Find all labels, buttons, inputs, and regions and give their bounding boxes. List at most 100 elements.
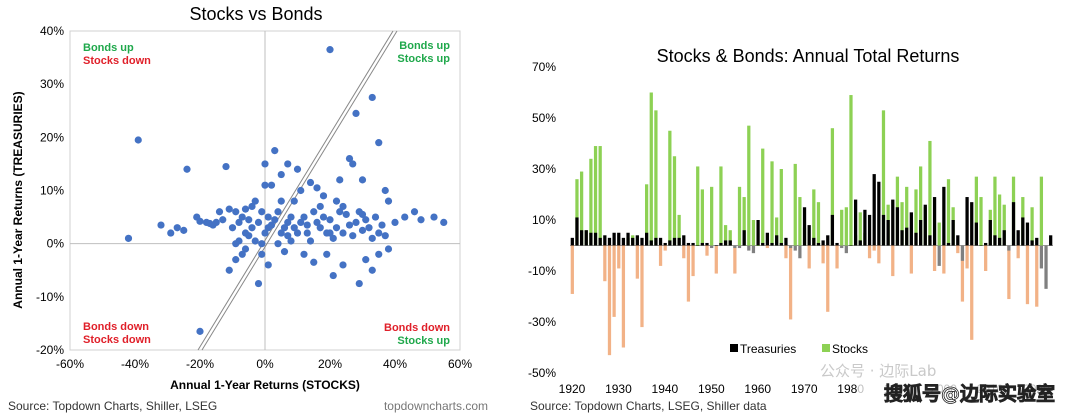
scatter-point: [303, 221, 311, 229]
bar-stocks: [658, 245, 663, 266]
scatter-point: [264, 224, 272, 232]
bar-treasuries: [988, 220, 992, 246]
scatter-point: [241, 245, 250, 253]
scatter-point: [381, 232, 389, 240]
legend-treasuries-swatch: [730, 344, 738, 352]
bar-treasuries: [621, 237, 626, 246]
bar-y-tick: 30%: [532, 162, 556, 176]
bar-treasuries: [723, 240, 728, 246]
bar-stocks: [728, 230, 732, 246]
bar-stocks: [858, 212, 862, 246]
bar-x-tick: 1960: [744, 382, 771, 396]
scatter-point: [306, 237, 315, 245]
bar-stocks: [942, 245, 946, 274]
bar-treasuries: [844, 245, 848, 254]
quadrant-tr-line2: Stocks up: [397, 53, 450, 65]
bar-treasuries: [960, 245, 965, 261]
bar-stocks: [1030, 207, 1034, 246]
bar-stocks: [1025, 245, 1030, 305]
scatter-point: [410, 208, 419, 216]
bar-treasuries: [751, 245, 756, 254]
scatter-point: [134, 136, 142, 144]
bar-treasuries: [765, 232, 770, 246]
bar-y-tick: 50%: [532, 111, 556, 125]
bar-stocks: [900, 202, 904, 246]
bar-stocks: [1002, 204, 1006, 246]
scatter-point: [248, 202, 256, 211]
bar-treasuries: [579, 230, 584, 246]
scatter-point: [280, 224, 289, 232]
bar-stocks: [682, 245, 686, 259]
bar-stocks: [979, 197, 983, 246]
scatter-point: [173, 224, 181, 232]
scatter-title: Stocks vs Bonds: [189, 4, 322, 24]
bar-treasuries: [672, 237, 677, 246]
bar-treasuries: [821, 240, 825, 246]
scatter-point: [303, 229, 311, 237]
scatter-point: [371, 213, 380, 221]
scatter-point: [316, 202, 324, 211]
scatter-point: [332, 224, 341, 232]
scatter-point: [245, 232, 253, 240]
scatter-x-tick: 40%: [383, 357, 407, 371]
scatter-point: [349, 160, 357, 168]
bar-stocks: [575, 179, 579, 246]
bar-stocks: [928, 140, 932, 246]
bar-y-tick: -30%: [528, 315, 556, 329]
bar-treasuries: [603, 235, 607, 246]
bar-stocks: [751, 220, 756, 246]
bar-treasuries: [700, 242, 704, 246]
bar-treasuries: [905, 227, 909, 246]
scatter-point: [300, 213, 308, 221]
scatter-point: [290, 224, 298, 232]
bar-stocks: [621, 245, 626, 348]
scatter-point: [261, 229, 269, 237]
bar-treasuries: [635, 235, 639, 246]
bar-treasuries: [909, 212, 913, 246]
scatter-point: [238, 250, 246, 258]
quadrant-bl-line1: Bonds down: [83, 321, 149, 333]
bar-x-tick: 1970: [791, 382, 818, 396]
scatter-point: [339, 229, 347, 237]
scatter-point: [267, 181, 276, 189]
diagonal-line-0: [197, 30, 394, 351]
bar-treasuries: [775, 235, 779, 246]
bar-treasuries: [761, 242, 765, 246]
scatter-y-tick: 10%: [40, 184, 64, 198]
scatter-point: [280, 248, 289, 256]
scatter-point: [219, 216, 227, 224]
bar-treasuries: [570, 237, 574, 246]
scatter-y-tick: -20%: [36, 343, 64, 357]
scatter-point: [274, 240, 282, 248]
bar-treasuries: [993, 235, 997, 246]
scatter-point: [365, 224, 373, 232]
scatter-point: [290, 197, 298, 205]
bar-treasuries: [598, 237, 602, 246]
bar-stocks: [668, 130, 672, 246]
scatter-point: [157, 221, 165, 229]
bar-stocks: [723, 225, 728, 246]
bar-stocks: [909, 245, 913, 274]
scatter-point: [277, 197, 285, 205]
bar-stocks: [937, 222, 941, 246]
bar-treasuries: [956, 235, 960, 246]
bar-stocks: [737, 186, 742, 246]
quadrant-br-line2: Stocks up: [397, 335, 450, 347]
bar-stocks: [765, 245, 770, 249]
bar-treasuries: [928, 235, 932, 246]
scatter-y-tick: -10%: [36, 290, 64, 304]
scatter-point: [355, 279, 363, 288]
scatter-point: [264, 261, 272, 269]
bar-treasuries: [728, 240, 732, 246]
bar-treasuries: [1049, 235, 1053, 246]
scatter-point: [225, 266, 233, 274]
bar-treasuries: [1035, 237, 1039, 246]
bar-treasuries: [677, 237, 681, 246]
scatter-point: [228, 224, 237, 232]
scatter-point: [261, 160, 269, 168]
bar-treasuries: [970, 202, 974, 246]
bar-stocks: [816, 202, 821, 246]
scatter-point: [183, 165, 191, 173]
scatter-x-tick: 0%: [256, 357, 274, 371]
scatter-point: [287, 213, 295, 221]
